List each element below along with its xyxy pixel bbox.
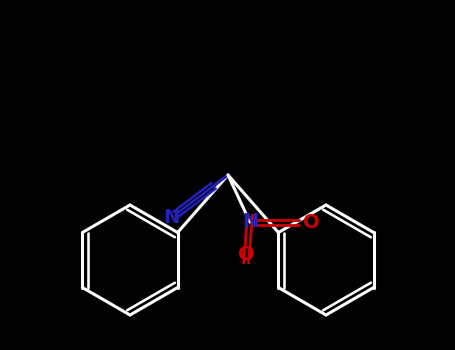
Text: O: O <box>303 213 319 232</box>
Text: O: O <box>238 245 254 265</box>
Text: N: N <box>163 208 179 227</box>
Text: N: N <box>242 212 258 231</box>
